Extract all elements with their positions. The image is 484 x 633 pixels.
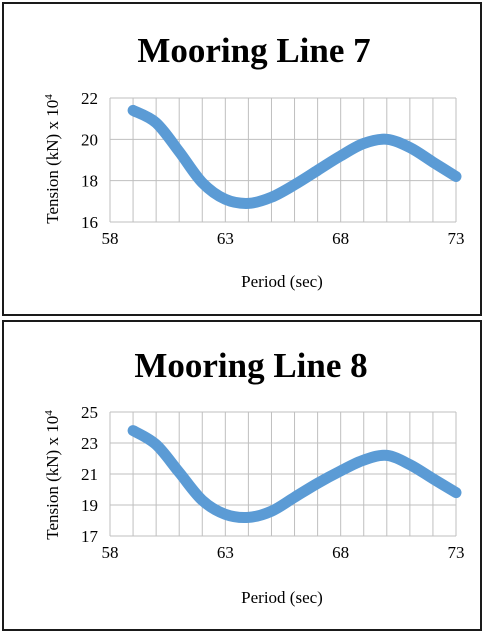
chart-panel-mooring-line-7: Mooring Line 7 58 63 68 73 16 18 20 22 Period … (2, 2, 482, 316)
x-tick-label: 73 (448, 229, 465, 248)
data-point (178, 471, 180, 473)
chart-title: Mooring Line 7 (137, 31, 370, 70)
data-point (247, 516, 249, 518)
chart-mooring-line-8: Mooring Line 8 58 63 68 73 17 19 21 23 25 Perio… (43, 346, 465, 607)
data-point (363, 142, 365, 144)
x-tick-label: 63 (217, 229, 234, 248)
y-tick-label: 18 (81, 172, 98, 191)
data-point (178, 151, 180, 153)
data-point (340, 470, 342, 472)
data-point (340, 155, 342, 157)
data-point (155, 444, 157, 446)
x-tick-label: 68 (332, 229, 349, 248)
x-axis-label: Period (sec) (241, 272, 323, 291)
x-tick-label: 58 (102, 543, 119, 562)
data-point (132, 430, 134, 432)
data-point (247, 202, 249, 204)
data-point (317, 482, 319, 484)
y-tick-label: 21 (81, 465, 98, 484)
y-tick-label: 22 (81, 89, 98, 108)
data-point (432, 478, 434, 480)
x-tick-label: 68 (332, 543, 349, 562)
data-point (294, 496, 296, 498)
x-tick-label: 73 (448, 543, 465, 562)
data-point (386, 454, 388, 456)
chart-title: Mooring Line 8 (134, 346, 367, 385)
data-point (201, 182, 203, 184)
data-point (132, 109, 134, 111)
y-tick-label: 16 (81, 213, 98, 232)
data-point (224, 513, 226, 515)
data-point (270, 510, 272, 512)
data-point (270, 196, 272, 198)
data-point (432, 161, 434, 163)
y-tick-label: 20 (81, 130, 98, 149)
y-axis-label: Tension (kN) x 104 (43, 410, 62, 540)
chart-panel-mooring-line-8: Mooring Line 8 58 63 68 73 17 19 21 23 25 Perio… (2, 320, 482, 631)
data-point (294, 184, 296, 186)
data-point (386, 138, 388, 140)
data-point (409, 464, 411, 466)
y-axis-label: Tension (kN) x 104 (43, 94, 62, 224)
x-tick-label: 58 (102, 229, 119, 248)
data-point (317, 169, 319, 171)
x-axis-label: Period (sec) (241, 588, 323, 607)
y-tick-label: 23 (81, 434, 98, 453)
y-tick-label: 25 (81, 403, 98, 422)
chart-mooring-line-7: Mooring Line 7 58 63 68 73 16 18 20 22 Period … (43, 31, 465, 291)
data-point (201, 499, 203, 501)
data-point (155, 122, 157, 124)
x-tick-label: 63 (217, 543, 234, 562)
data-point (455, 176, 457, 178)
data-point (409, 147, 411, 149)
y-tick-label: 19 (81, 496, 98, 515)
data-point (363, 459, 365, 461)
data-point (224, 198, 226, 200)
y-tick-label: 17 (81, 527, 99, 546)
data-point (455, 492, 457, 494)
